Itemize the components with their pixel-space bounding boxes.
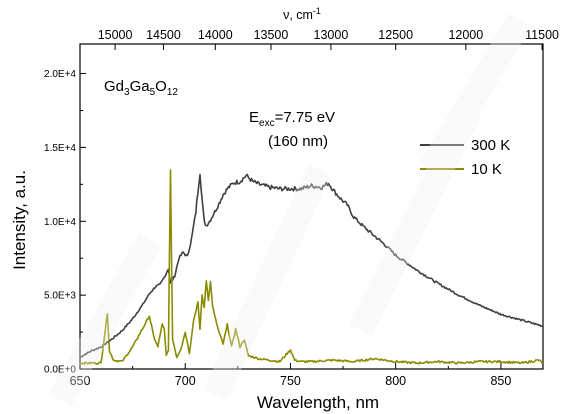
top-tick-label: 14000: [198, 28, 233, 42]
ticks-layer: 650 700 750 800 850 0.0E+0 5.0E+3 1.0E+4 1.5E+4 2…: [44, 28, 559, 388]
top-tick-label: 14500: [146, 28, 181, 42]
y-tick-label: 1.0E+4: [44, 217, 76, 228]
legend: 300 K 10 K: [420, 137, 510, 178]
x-tick-label: 850: [490, 374, 511, 388]
y-tick-label: 0.0E+0: [44, 365, 76, 376]
x-tick-label: 750: [280, 374, 301, 388]
excitation-wavelength-label: (160 nm): [268, 133, 328, 150]
top-axis-title: ν, cm-1: [283, 6, 321, 22]
series-layer: [79, 169, 544, 365]
y-axis-title: Intensity, a.u.: [10, 170, 29, 270]
top-tick-label: 13500: [254, 28, 289, 42]
compound-label: Gd3Ga5O12: [104, 78, 178, 98]
series-line-300k: [79, 173, 544, 358]
top-tick-label: 15000: [98, 28, 133, 42]
series-line-10k: [79, 169, 544, 365]
top-tick-label: 13000: [314, 28, 349, 42]
legend-label-300k: 300 K: [471, 137, 510, 154]
x-axis-title: Wavelength, nm: [257, 393, 379, 412]
x-tick-label: 700: [175, 374, 196, 388]
legend-label-10k: 10 K: [471, 161, 502, 178]
top-tick-label: 11500: [525, 28, 559, 42]
y-tick-label: 1.5E+4: [44, 143, 76, 154]
plot-frame: [79, 43, 544, 370]
top-tick-label: 12500: [378, 28, 413, 42]
x-tick-label: 800: [385, 374, 406, 388]
x-tick-label: 650: [70, 374, 91, 388]
top-tick-label: 12000: [448, 28, 483, 42]
y-tick-label: 2.0E+4: [44, 69, 76, 80]
y-tick-label: 5.0E+3: [44, 291, 76, 302]
excitation-energy-label: Eexc=7.75 eV: [249, 109, 335, 129]
